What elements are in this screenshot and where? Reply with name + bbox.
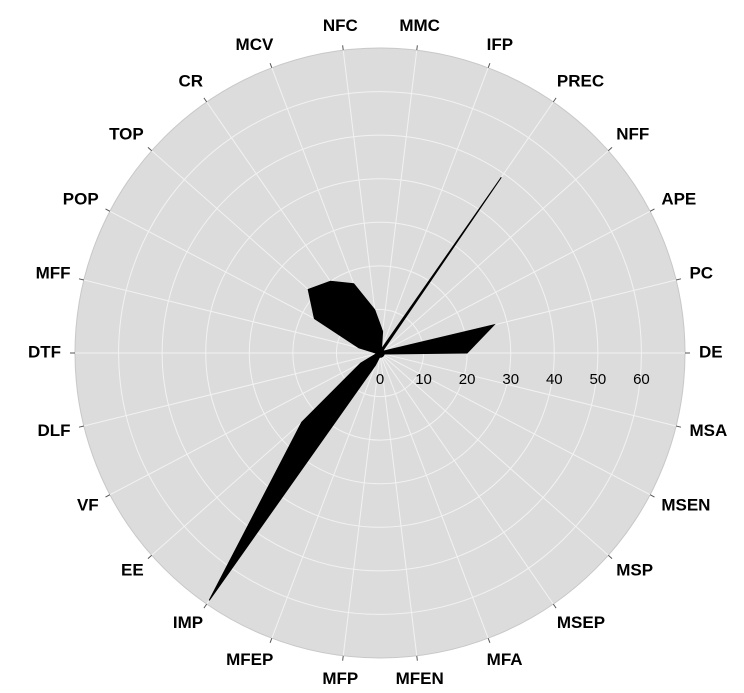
spoke (342, 50, 381, 354)
spoke (109, 352, 381, 496)
category-label: EE (121, 561, 144, 580)
spoke (379, 352, 677, 427)
axis-tick (416, 655, 418, 661)
axis-tick (203, 97, 208, 103)
axis-tick (649, 494, 655, 498)
category-label: POP (63, 190, 99, 209)
category-label: MFEN (396, 669, 444, 688)
spoke (379, 352, 554, 605)
radial-tick-label: 60 (633, 371, 650, 388)
category-label: MFEP (226, 650, 273, 669)
axis-tick (487, 638, 491, 644)
axis-tick (78, 425, 84, 428)
axis-tick (416, 45, 418, 51)
spoke (379, 210, 651, 354)
category-label: IFP (487, 35, 513, 54)
axis-tick (147, 147, 153, 152)
category-label: DE (699, 342, 723, 361)
category-label: MSA (689, 421, 727, 440)
axis-tick (78, 278, 84, 281)
axis-tick (269, 638, 273, 644)
spoke (342, 352, 381, 656)
category-label: MFA (487, 650, 523, 669)
spoke (379, 352, 489, 639)
category-label: MSP (616, 561, 653, 580)
category-label: MFF (36, 264, 71, 283)
spoke (379, 50, 418, 354)
spoke (379, 352, 609, 556)
category-label: IMP (173, 613, 203, 632)
axis-tick (607, 554, 613, 559)
category-label: PREC (557, 72, 604, 91)
spoke (271, 352, 381, 639)
axis-tick (552, 97, 557, 103)
axis-tick (342, 45, 344, 51)
category-label: CR (179, 72, 204, 91)
axis-tick (105, 208, 111, 212)
spoke (379, 150, 609, 354)
axis-tick (203, 603, 208, 609)
spoke (379, 67, 489, 354)
category-label: NFC (323, 16, 358, 35)
radial-tick-label: 20 (459, 371, 476, 388)
radial-tick-label: 40 (546, 371, 563, 388)
category-label: APE (661, 190, 696, 209)
category-label: VF (77, 495, 99, 514)
spoke (379, 352, 651, 496)
axis-tick (342, 655, 344, 661)
axis-tick (607, 147, 613, 152)
category-label: PC (689, 264, 713, 283)
radial-tick-label: 10 (415, 371, 432, 388)
category-label: MSEP (557, 613, 605, 632)
axis-tick (269, 62, 273, 68)
category-label: DTF (28, 342, 61, 361)
axis-tick (676, 425, 682, 428)
radial-tick-label: 30 (502, 371, 519, 388)
axis-tick (676, 278, 682, 281)
spoke (379, 352, 418, 656)
radar-area (208, 177, 502, 601)
axis-tick (552, 603, 557, 609)
category-label: MFP (322, 669, 358, 688)
axis-tick (147, 554, 153, 559)
category-label: MSEN (661, 495, 710, 514)
category-label: MCV (236, 35, 274, 54)
category-label: DLF (38, 421, 71, 440)
axis-tick (487, 62, 491, 68)
radial-tick-label: 0 (376, 371, 384, 388)
spoke (83, 352, 381, 427)
spoke (83, 279, 381, 354)
category-label: MMC (399, 16, 440, 35)
category-label: NFF (616, 124, 649, 143)
category-label: TOP (109, 124, 144, 143)
radial-tick-label: 50 (590, 371, 607, 388)
axis-tick (649, 208, 655, 212)
axis-tick (105, 494, 111, 498)
